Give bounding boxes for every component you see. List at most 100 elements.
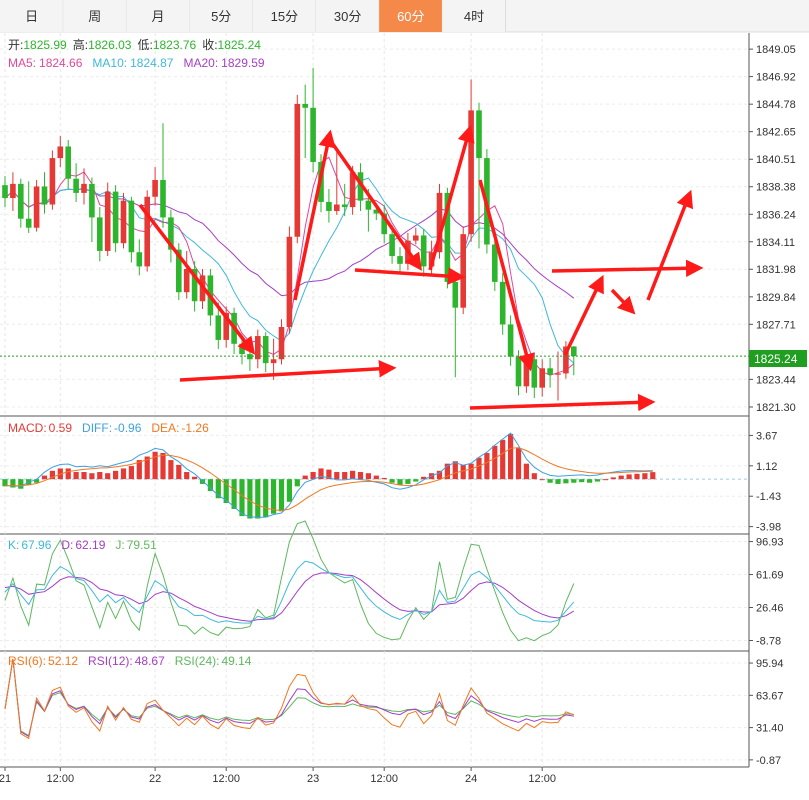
ma-info-row: MA5: 1824.66 MA10: 1824.87 MA20: 1829.59 [8, 56, 265, 70]
tab-0[interactable]: 日 [0, 0, 64, 32]
candle-64 [507, 315, 514, 366]
ma10-value: 1824.87 [130, 56, 174, 70]
period-tab-bar: 日 周 月 5分 15分 30分 60分 4时 [0, 0, 809, 33]
candle-body-30 [239, 343, 245, 355]
d-line [4, 572, 575, 622]
macd-bar-36 [286, 479, 292, 502]
dif-line [4, 432, 653, 518]
candle-body-18 [144, 196, 150, 267]
macd-bar-32 [255, 479, 261, 519]
candle-63 [499, 272, 506, 335]
tab-3[interactable]: 5分 [189, 0, 254, 32]
candle-body-57 [452, 281, 459, 308]
macd-bar-63 [500, 439, 506, 480]
candle-body-63 [499, 281, 506, 325]
candle-48 [381, 204, 387, 244]
tab-label-2: 月 [151, 9, 164, 24]
candle-body-7 [57, 146, 64, 159]
macd-bar-29 [231, 479, 237, 509]
candle-53 [420, 229, 427, 277]
macd-bar-44 [350, 470, 356, 480]
candle-body-9 [73, 178, 79, 193]
rsi-panel: 95.94 63.67 31.40 -0.87 [0, 658, 784, 767]
candle-body-62 [492, 244, 498, 282]
macd-bar-20 [160, 452, 166, 480]
tab-label-6: 60分 [397, 9, 424, 24]
price-tick-label-0: 1849.05 [756, 44, 796, 56]
candle-body-70 [555, 373, 561, 375]
annotation-arrow-3 [328, 138, 423, 271]
tab-1[interactable]: 周 [63, 0, 127, 32]
candle-35 [278, 319, 285, 365]
candle-body-33 [262, 336, 269, 364]
kdj-panel: 96.93 61.69 26.46 -8.78 [0, 520, 784, 647]
macd-bar-2 [18, 479, 24, 489]
candle-body-34 [270, 359, 277, 364]
tab-7[interactable]: 4时 [442, 0, 507, 32]
candle-body-19 [152, 180, 158, 197]
candle-body-5 [41, 186, 48, 205]
dea-value: -1.26 [181, 421, 209, 435]
macd-bar-37 [294, 479, 300, 487]
price-info-row: 开:1825.99 高:1826.03 低:1823.76 收:1825.24 [8, 37, 261, 52]
candle-39 [310, 67, 316, 173]
macd-bar-62 [492, 445, 498, 480]
candle-6 [49, 150, 56, 210]
candle-33 [262, 332, 269, 373]
tab-2[interactable]: 月 [126, 0, 191, 32]
macd-bar-11 [89, 473, 95, 480]
tab-7-bg [442, 0, 506, 32]
rsi-tick-label-2: 31.40 [756, 723, 784, 735]
ma5-label: MA5: [8, 56, 36, 70]
candle-36 [286, 226, 293, 334]
ma20-value: 1829.59 [221, 56, 265, 70]
candle-body-56 [444, 192, 451, 282]
candle-body-16 [128, 200, 135, 253]
rsi-tick-label-1: 63.67 [756, 690, 784, 702]
candle-body-66 [523, 359, 530, 387]
d-value: 62.19 [75, 538, 105, 552]
tab-label-3: 5分 [211, 9, 231, 24]
candle-body-11 [89, 183, 95, 218]
macd-bar-68 [539, 479, 545, 481]
candle-18 [144, 190, 150, 272]
macd-bar-5 [41, 475, 48, 480]
candle-body-32 [255, 336, 261, 360]
macd-bar-16 [128, 466, 134, 480]
macd-bar-28 [223, 479, 229, 504]
tab-6[interactable]: 60分 [379, 0, 443, 32]
macd-bar-31 [247, 479, 253, 519]
candle-8 [65, 140, 71, 190]
x-tick-label-5: 12:00 [370, 773, 398, 785]
candle-body-55 [436, 192, 443, 253]
macd-bar-80 [634, 473, 640, 480]
candle-body-46 [365, 200, 372, 210]
candle-body-10 [81, 183, 87, 193]
macd-bar-45 [357, 472, 364, 480]
tab-5[interactable]: 30分 [316, 0, 380, 32]
rsi6-label: RSI(6): [8, 654, 46, 668]
macd-bar-50 [397, 479, 403, 486]
candle-4 [33, 180, 40, 232]
current-price-label: 1825.24 [754, 352, 798, 366]
candle-49 [389, 225, 395, 264]
candle-59 [468, 79, 474, 242]
candle-body-4 [33, 186, 40, 228]
candle-43 [341, 183, 348, 217]
candle-body-71 [563, 346, 569, 374]
candle-7 [57, 136, 64, 168]
macd-bar-24 [192, 476, 198, 480]
svg-text:开:1825.99高:1826.03低:1823.76收:1: 开:1825.99 高:1826.03 低:1823.76 收:1825.24 [8, 37, 261, 52]
macd-bar-0 [2, 479, 8, 487]
macd-bar-76 [602, 479, 608, 481]
annotation-arrow-0 [138, 203, 256, 355]
price-tick-label-1: 1846.92 [756, 72, 796, 84]
tab-4[interactable]: 15分 [252, 0, 317, 32]
annotation-arrow-8 [551, 259, 704, 278]
macd-bar-22 [176, 464, 182, 480]
macd-tick-label-3: -3.98 [756, 522, 781, 534]
annotation-arrow-2 [293, 129, 336, 301]
price-tick-label-5: 1838.38 [756, 182, 796, 194]
